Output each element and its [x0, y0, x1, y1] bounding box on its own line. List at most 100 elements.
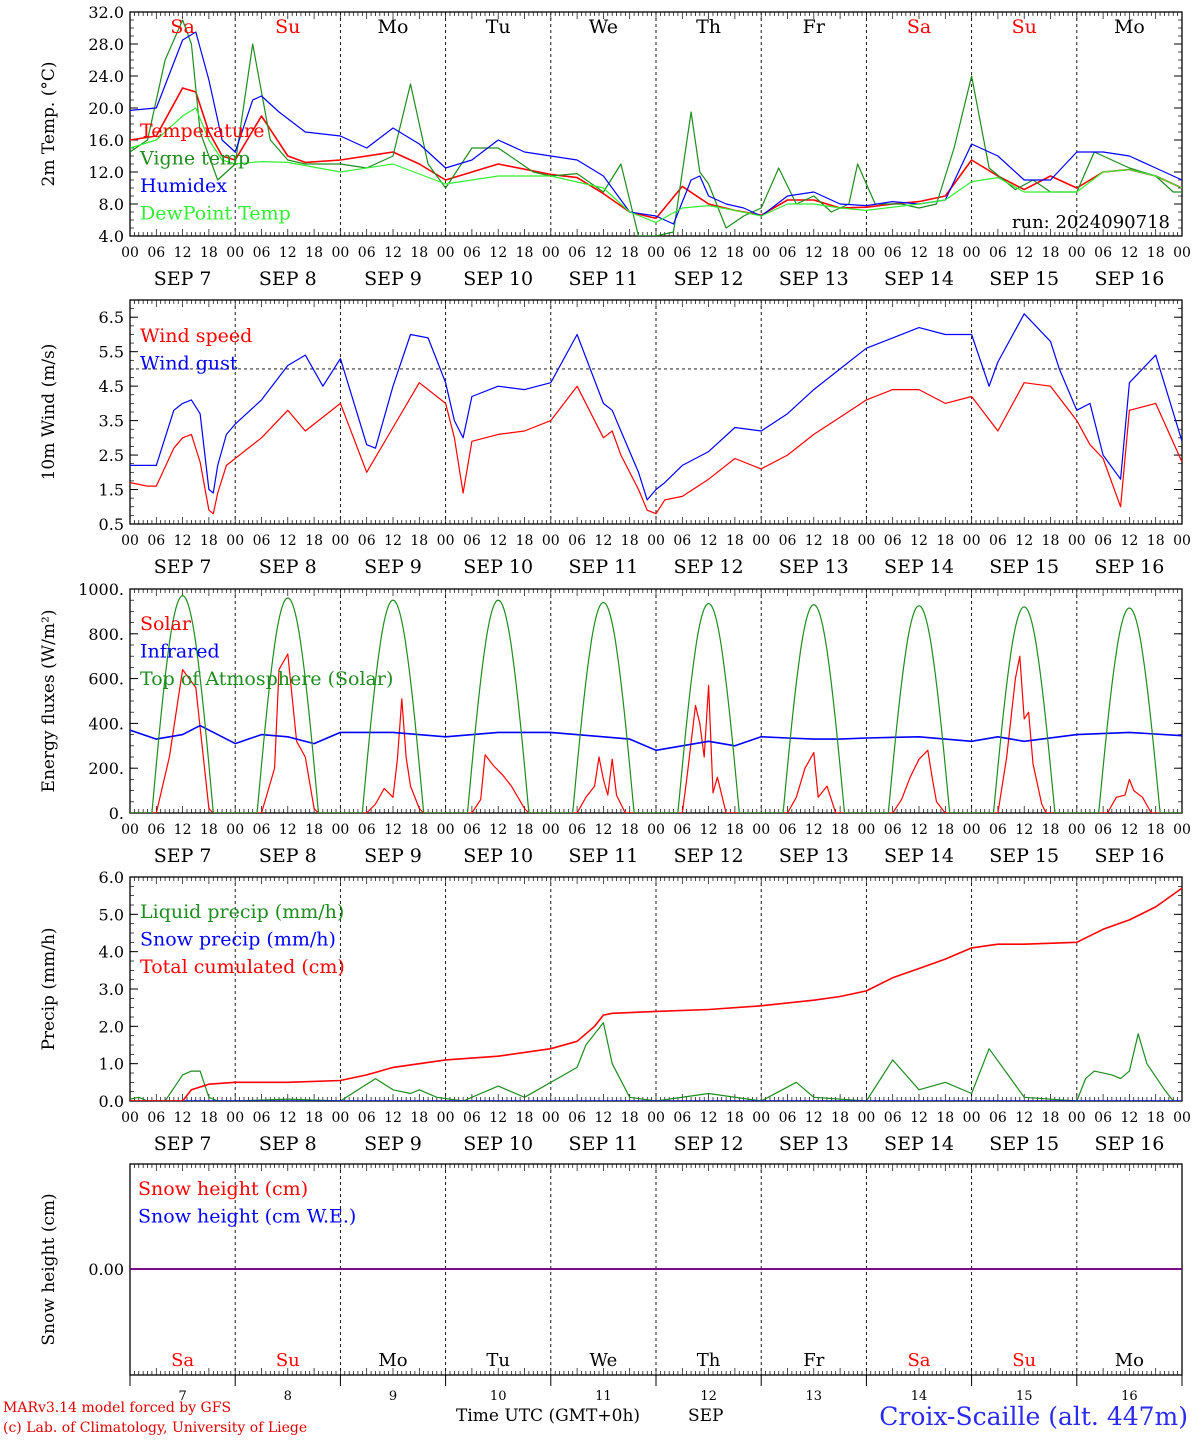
energy-hour-label: 06	[463, 822, 481, 838]
temperature-hour-label: 12	[174, 245, 192, 261]
precip-hour-label: 12	[1015, 1110, 1033, 1126]
energy-hour-label: 06	[673, 822, 691, 838]
precip-hour-label: 12	[489, 1110, 507, 1126]
energy-date-label: SEP 13	[779, 845, 849, 867]
wind-date-label: SEP 8	[259, 556, 317, 578]
wind-hour-label: 06	[358, 533, 376, 549]
precip-hour-label: 00	[331, 1110, 349, 1126]
energy-y-axis-label: Energy fluxes (W/m²)	[39, 610, 59, 793]
energy-date-label: SEP 14	[884, 845, 954, 867]
precip-hour-label: 00	[226, 1110, 244, 1126]
wind-hour-label: 18	[1042, 533, 1060, 549]
temperature-hour-label: 18	[831, 245, 849, 261]
temperature-date-label: SEP 10	[463, 268, 533, 290]
precip-hour-label: 06	[463, 1110, 481, 1126]
wind-y-tick-label: 6.5	[99, 308, 124, 327]
energy-date-label: SEP 15	[989, 845, 1059, 867]
energy-hour-label: 00	[647, 822, 665, 838]
precip-hour-label: 18	[831, 1110, 849, 1126]
precip-date-label: SEP 16	[1094, 1133, 1164, 1155]
wind-hour-label: 18	[516, 533, 534, 549]
snow-weekday-label: Th	[697, 1350, 721, 1371]
temperature-hour-label: 12	[279, 245, 297, 261]
precip-hour-label: 00	[121, 1110, 139, 1126]
energy-hour-label: 12	[910, 822, 928, 838]
temperature-date-label: SEP 9	[364, 268, 422, 290]
wind-hour-label: 12	[594, 533, 612, 549]
temperature-hour-label: 00	[121, 245, 139, 261]
snow-legend-entry: Snow height (cm W.E.)	[138, 1206, 356, 1228]
wind-hour-label: 12	[805, 533, 823, 549]
energy-date-label: SEP 9	[364, 845, 422, 867]
energy-hour-label: 18	[410, 822, 428, 838]
wind-date-label: SEP 13	[779, 556, 849, 578]
temperature-hour-label: 12	[594, 245, 612, 261]
weekday-label: Mo	[1114, 16, 1145, 38]
energy-legend-entry: Top of Atmosphere (Solar)	[140, 668, 393, 690]
energy-legend-entry: Infrared	[140, 641, 220, 663]
wind-hour-label: 06	[673, 533, 691, 549]
wind-y-tick-label: 1.5	[99, 481, 124, 500]
temperature-date-label: SEP 11	[568, 268, 638, 290]
temperature-legend-entry: DewPoint Temp	[140, 203, 291, 225]
temperature-hour-label: 00	[331, 245, 349, 261]
energy-hour-label: 00	[542, 822, 560, 838]
temperature-hour-label: 18	[1147, 245, 1165, 261]
wind-hour-label: 00	[1173, 533, 1191, 549]
temperature-y-tick-label: 8.0	[99, 195, 124, 214]
snow-legend-entry: Snow height (cm)	[138, 1178, 308, 1200]
wind-series-wind-gust	[130, 314, 1182, 500]
model-credit: MARv3.14 model forced by GFS	[3, 1400, 231, 1416]
precip-hour-label: 00	[857, 1110, 875, 1126]
wind-hour-label: 06	[253, 533, 271, 549]
precip-hour-label: 12	[1120, 1110, 1138, 1126]
bottom-day-number: 11	[595, 1389, 612, 1404]
wind-date-label: SEP 11	[568, 556, 638, 578]
temperature-hour-label: 06	[884, 245, 902, 261]
energy-hour-label: 06	[884, 822, 902, 838]
energy-panel-frame	[130, 589, 1182, 813]
energy-hour-label: 18	[936, 822, 954, 838]
energy-hour-label: 18	[1042, 822, 1060, 838]
wind-legend-entry: Wind gust	[140, 353, 238, 375]
temperature-hour-label: 12	[384, 245, 402, 261]
energy-hour-label: 00	[121, 822, 139, 838]
energy-hour-label: 18	[1147, 822, 1165, 838]
energy-hour-label: 18	[726, 822, 744, 838]
precip-hour-label: 00	[752, 1110, 770, 1126]
temperature-hour-label: 00	[1173, 245, 1191, 261]
wind-date-label: SEP 7	[154, 556, 212, 578]
wind-hour-label: 18	[305, 533, 323, 549]
wind-hour-label: 06	[1094, 533, 1112, 549]
wind-hour-label: 06	[989, 533, 1007, 549]
temperature-hour-label: 06	[253, 245, 271, 261]
energy-hour-label: 12	[1120, 822, 1138, 838]
precip-hour-label: 06	[779, 1110, 797, 1126]
wind-hour-label: 06	[147, 533, 165, 549]
weekday-label: Su	[1012, 16, 1037, 38]
temperature-hour-label: 18	[1042, 245, 1060, 261]
wind-hour-label: 00	[437, 533, 455, 549]
energy-hour-label: 18	[200, 822, 218, 838]
snow-weekday-label: Tu	[486, 1350, 510, 1371]
temperature-date-label: SEP 7	[154, 268, 212, 290]
precip-date-label: SEP 8	[259, 1133, 317, 1155]
snow-weekday-label: Sa	[907, 1350, 930, 1371]
wind-y-axis-label: 10m Wind (m/s)	[39, 344, 59, 481]
wind-hour-label: 06	[884, 533, 902, 549]
wind-date-label: SEP 9	[364, 556, 422, 578]
wind-hour-label: 00	[857, 533, 875, 549]
weekday-label: Sa	[170, 16, 194, 38]
temperature-hour-label: 18	[726, 245, 744, 261]
precip-series-liquid-precip-mm-h-	[130, 1023, 1173, 1101]
temperature-hour-label: 00	[647, 245, 665, 261]
energy-hour-label: 06	[253, 822, 271, 838]
energy-hour-label: 18	[305, 822, 323, 838]
precip-y-tick-label: 0.0	[99, 1092, 124, 1111]
precip-hour-label: 12	[384, 1110, 402, 1126]
precip-hour-label: 12	[910, 1110, 928, 1126]
temperature-hour-label: 12	[1015, 245, 1033, 261]
precip-hour-label: 18	[305, 1110, 323, 1126]
energy-legend-entry: Solar	[140, 613, 192, 635]
wind-hour-label: 00	[1068, 533, 1086, 549]
